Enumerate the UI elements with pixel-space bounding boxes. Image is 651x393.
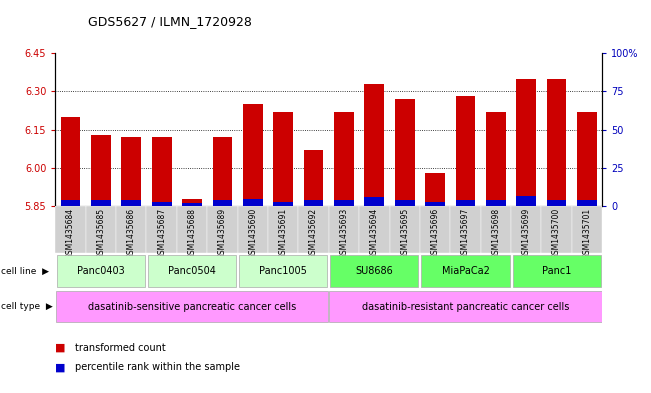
Bar (182, 199, 202, 206)
Bar (512, 255, 601, 287)
Text: MiaPaCa2: MiaPaCa2 (441, 266, 490, 276)
Text: ■: ■ (55, 362, 66, 373)
Bar (298, 206, 329, 253)
Bar (239, 255, 327, 287)
Text: GSM1435701: GSM1435701 (583, 208, 592, 259)
Text: ■: ■ (55, 343, 66, 353)
Text: GSM1435696: GSM1435696 (430, 208, 439, 259)
Bar (303, 150, 324, 206)
Bar (486, 112, 506, 206)
Bar (395, 200, 415, 206)
Bar (121, 138, 141, 206)
Bar (365, 84, 384, 206)
Bar (395, 99, 415, 206)
Bar (425, 173, 445, 206)
Bar (61, 117, 81, 206)
Text: cell line  ▶: cell line ▶ (1, 267, 49, 275)
Text: dasatinib-resistant pancreatic cancer cells: dasatinib-resistant pancreatic cancer ce… (362, 301, 569, 312)
Text: percentile rank within the sample: percentile rank within the sample (75, 362, 240, 373)
Bar (359, 206, 389, 253)
Bar (273, 202, 293, 206)
Bar (577, 112, 597, 206)
Bar (456, 97, 475, 206)
Text: SU8686: SU8686 (355, 266, 393, 276)
Text: GSM1435688: GSM1435688 (187, 208, 197, 259)
Text: GSM1435693: GSM1435693 (339, 208, 348, 259)
Text: GSM1435695: GSM1435695 (400, 208, 409, 259)
Text: transformed count: transformed count (75, 343, 165, 353)
Bar (116, 206, 146, 253)
Text: Panc0403: Panc0403 (77, 266, 125, 276)
Text: GSM1435690: GSM1435690 (248, 208, 257, 259)
Text: GSM1435699: GSM1435699 (521, 208, 531, 259)
Bar (273, 112, 293, 206)
Bar (511, 206, 542, 253)
Text: Panc1005: Panc1005 (259, 266, 307, 276)
Bar (480, 206, 511, 253)
Bar (182, 203, 202, 206)
Text: Panc0504: Panc0504 (168, 266, 216, 276)
Text: GSM1435686: GSM1435686 (127, 208, 136, 259)
Text: GSM1435685: GSM1435685 (96, 208, 105, 259)
Bar (243, 104, 262, 206)
Bar (303, 200, 324, 206)
Bar (86, 206, 116, 253)
Bar (56, 290, 328, 322)
Bar (577, 200, 597, 206)
Text: GDS5627 / ILMN_1720928: GDS5627 / ILMN_1720928 (88, 15, 252, 28)
Bar (207, 206, 238, 253)
Bar (148, 255, 236, 287)
Bar (330, 255, 419, 287)
Bar (486, 200, 506, 206)
Bar (177, 206, 207, 253)
Bar (547, 79, 566, 206)
Bar (542, 206, 572, 253)
Bar (421, 255, 510, 287)
Bar (516, 196, 536, 206)
Bar (456, 200, 475, 206)
Bar (389, 206, 420, 253)
Text: GSM1435684: GSM1435684 (66, 208, 75, 259)
Bar (152, 138, 171, 206)
Bar (547, 200, 566, 206)
Text: GSM1435697: GSM1435697 (461, 208, 470, 259)
Bar (329, 290, 602, 322)
Text: GSM1435694: GSM1435694 (370, 208, 379, 259)
Bar (450, 206, 480, 253)
Text: dasatinib-sensitive pancreatic cancer cells: dasatinib-sensitive pancreatic cancer ce… (88, 301, 296, 312)
Bar (212, 138, 232, 206)
Text: GSM1435698: GSM1435698 (492, 208, 501, 259)
Text: Panc1: Panc1 (542, 266, 572, 276)
Text: GSM1435687: GSM1435687 (157, 208, 166, 259)
Bar (91, 135, 111, 206)
Bar (420, 206, 450, 253)
Bar (334, 200, 354, 206)
Bar (516, 79, 536, 206)
Bar (334, 112, 354, 206)
Bar (61, 200, 81, 206)
Bar (238, 206, 268, 253)
Text: GSM1435692: GSM1435692 (309, 208, 318, 259)
Text: GSM1435691: GSM1435691 (279, 208, 288, 259)
Bar (57, 255, 145, 287)
Bar (365, 197, 384, 206)
Bar (243, 199, 262, 206)
Bar (268, 206, 298, 253)
Bar (146, 206, 177, 253)
Bar (212, 200, 232, 206)
Text: GSM1435689: GSM1435689 (218, 208, 227, 259)
Bar (572, 206, 602, 253)
Bar (329, 206, 359, 253)
Bar (152, 202, 171, 206)
Bar (425, 202, 445, 206)
Bar (55, 206, 86, 253)
Text: GSM1435700: GSM1435700 (552, 208, 561, 259)
Bar (121, 200, 141, 206)
Text: cell type  ▶: cell type ▶ (1, 302, 53, 311)
Bar (91, 200, 111, 206)
